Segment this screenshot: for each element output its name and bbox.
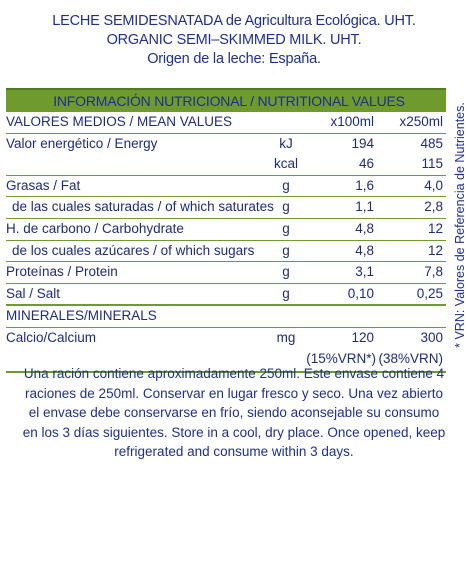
row-value-250ml: 2,8 (424, 199, 443, 215)
row-value-250ml: 12 (427, 220, 443, 236)
row-unit: g (282, 264, 290, 280)
row-unit: kcal (273, 156, 298, 172)
row-unit: g (282, 177, 290, 193)
row-value-100ml: 1,1 (355, 199, 374, 215)
row-label: Proteínas / Protein (6, 264, 118, 280)
header-label: VALORES MEDIOS / MEAN VALUES (6, 114, 233, 129)
row-value-100ml: 0,10 (347, 285, 374, 301)
calcium-vrn-250ml: (38%VRN) (378, 350, 443, 366)
nutrition-table-title: INFORMACIÓN NUTRICIONAL / NUTRITIONAL VA… (6, 88, 446, 112)
calcium-vrn-row: (15%VRN*) (38%VRN) (6, 349, 446, 373)
header-col-100ml: x100ml (330, 114, 374, 129)
milk-origin: Origen de la leche: España. (147, 51, 321, 67)
table-row: de los cuales azúcares / of which sugars… (6, 241, 446, 263)
table-row: kcal 46 115 (6, 154, 446, 176)
row-label: Valor energético / Energy (6, 135, 158, 151)
minerals-header: MINERALES/MINERALS (6, 308, 157, 324)
minerals-header-row: MINERALES/MINERALS (6, 306, 446, 328)
table-row: Proteínas / Protein g 3,1 7,8 (6, 262, 446, 284)
row-value-250ml: 485 (420, 135, 443, 151)
row-value-100ml: 194 (351, 135, 374, 151)
nutrition-table: INFORMACIÓN NUTRICIONAL / NUTRITIONAL VA… (6, 88, 446, 373)
row-value-250ml: 0,25 (416, 285, 443, 301)
calcium-value-100ml: 120 (351, 329, 374, 345)
row-value-250ml: 12 (427, 242, 443, 258)
row-label: H. de carbono / Carbohydrate (6, 220, 184, 236)
calcium-label: Calcio/Calcium (6, 329, 97, 345)
product-header: LECHE SEMIDESNATADA de Agricultura Ecoló… (0, 12, 468, 69)
table-row: Grasas / Fat g 1,6 4,0 (6, 176, 446, 198)
row-label: de las cuales saturadas / of which satur… (12, 199, 274, 215)
row-label: de los cuales azúcares / of which sugars (12, 242, 255, 258)
serving-storage-info: Una ración contiene aproximadamente 250m… (22, 366, 446, 459)
table-row: de las cuales saturadas / of which satur… (6, 197, 446, 219)
calcium-row: Calcio/Calcium mg 120 300 (6, 328, 446, 349)
row-label: Grasas / Fat (6, 177, 81, 193)
product-name-en: ORGANIC SEMI–SKIMMED MILK. UHT. (106, 32, 362, 48)
product-name-es: LECHE SEMIDESNATADA de Agricultura Ecoló… (52, 13, 416, 29)
row-value-100ml: 4,8 (355, 220, 374, 236)
table-row: Sal / Salt g 0,10 0,25 (6, 284, 446, 307)
row-unit: g (282, 220, 290, 236)
row-value-250ml: 7,8 (424, 264, 443, 280)
row-value-100ml: 3,1 (355, 264, 374, 280)
row-unit: g (282, 242, 290, 258)
row-value-250ml: 4,0 (424, 177, 443, 193)
table-row: Valor energético / Energy kJ 194 485 (6, 134, 446, 155)
row-label: Sal / Salt (6, 285, 61, 301)
row-unit: g (282, 285, 290, 301)
row-value-100ml: 4,8 (355, 242, 374, 258)
vrn-footnote-text: * VRN: Valores de Referencia de Nutrient… (453, 102, 467, 348)
row-value-100ml: 1,6 (355, 177, 374, 193)
row-unit: kJ (279, 135, 293, 151)
row-value-250ml: 115 (421, 156, 443, 172)
calcium-value-250ml: 300 (420, 329, 443, 345)
header-col-250ml: x250ml (399, 114, 443, 129)
table-row: H. de carbono / Carbohydrate g 4,8 12 (6, 219, 446, 241)
table-header-row: VALORES MEDIOS / MEAN VALUES x100ml x250… (6, 112, 446, 134)
row-value-100ml: 46 (358, 156, 374, 172)
row-unit: g (282, 199, 290, 215)
calcium-vrn-100ml: (15%VRN*) (306, 350, 376, 366)
vrn-footnote: * VRN: Valores de Referencia de Nutrient… (452, 96, 468, 354)
calcium-unit: mg (276, 329, 296, 345)
